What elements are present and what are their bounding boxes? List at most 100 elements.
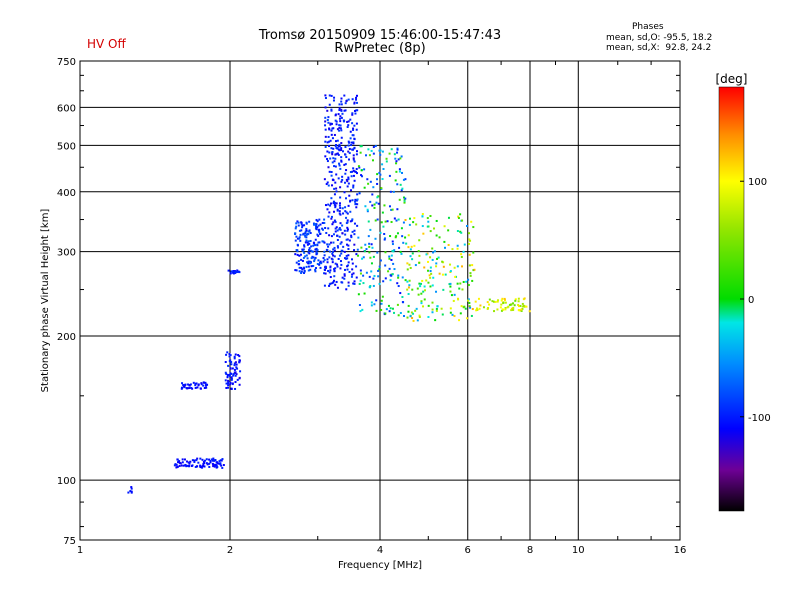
echo-point	[187, 461, 190, 464]
echo-point	[296, 250, 299, 253]
echo-point	[300, 270, 303, 273]
echo-point	[361, 257, 364, 260]
echo-point	[186, 464, 189, 467]
echo-point	[321, 240, 324, 243]
echo-point	[340, 142, 343, 145]
echo-point	[472, 251, 475, 254]
echo-point	[352, 154, 355, 157]
echo-point	[230, 377, 233, 380]
echo-point	[307, 240, 310, 243]
echo-point	[350, 189, 353, 192]
echo-point	[351, 98, 354, 101]
echo-point	[218, 460, 221, 463]
echo-point	[328, 234, 331, 237]
echo-point	[338, 145, 341, 148]
echo-point	[308, 220, 311, 223]
echo-point	[478, 307, 481, 310]
colorbar	[718, 86, 745, 512]
echo-point	[326, 141, 329, 144]
echo-point	[460, 255, 463, 258]
echo-point	[334, 114, 337, 117]
echo-point	[374, 237, 377, 240]
echo-point	[517, 303, 520, 306]
echo-point	[294, 227, 297, 230]
echo-point	[365, 154, 368, 157]
echo-point	[397, 285, 400, 288]
echo-point	[298, 237, 301, 240]
echo-point	[371, 193, 374, 196]
echo-point	[188, 387, 191, 390]
echo-point	[380, 221, 383, 224]
echo-point	[422, 305, 425, 308]
echo-point	[305, 233, 308, 236]
echo-point	[329, 204, 332, 207]
echo-point	[351, 122, 354, 125]
echo-point	[195, 459, 198, 462]
echo-point	[436, 305, 439, 308]
echo-point	[347, 120, 350, 123]
echo-point	[353, 233, 356, 236]
echo-point	[347, 140, 350, 143]
echo-point	[356, 150, 359, 153]
echo-point	[379, 149, 382, 152]
echo-point	[409, 266, 412, 269]
echo-point	[327, 121, 330, 124]
echo-point	[380, 187, 383, 190]
echo-point	[327, 269, 330, 272]
echo-point	[327, 135, 330, 138]
echo-point	[361, 308, 364, 311]
echo-point	[214, 463, 217, 466]
x-tick-label: 2	[227, 545, 233, 556]
echo-point	[339, 206, 342, 209]
echo-point	[443, 240, 446, 243]
echo-point	[369, 228, 372, 231]
echo-point	[129, 490, 132, 493]
echo-point	[406, 288, 409, 291]
echo-point	[317, 229, 320, 232]
echo-point	[451, 313, 454, 316]
echo-point	[230, 361, 233, 364]
echo-point	[321, 227, 324, 230]
echo-point	[339, 196, 342, 199]
echo-point	[317, 224, 320, 227]
echo-point	[418, 261, 421, 264]
echo-point	[319, 266, 322, 269]
echo-point	[297, 263, 300, 266]
echo-point	[409, 248, 412, 251]
echo-point	[340, 160, 343, 163]
echo-point	[427, 220, 430, 223]
echo-point	[462, 306, 465, 309]
echo-point	[471, 279, 474, 282]
echo-point	[380, 302, 383, 305]
echo-point	[298, 229, 301, 232]
echo-point	[181, 461, 184, 464]
echo-point	[416, 287, 419, 290]
echo-point	[381, 150, 384, 153]
echo-point	[188, 384, 191, 387]
echo-point	[402, 221, 405, 224]
echo-point	[468, 264, 471, 267]
echo-point	[399, 157, 402, 160]
echo-point	[431, 284, 434, 287]
echo-point	[397, 314, 400, 317]
echo-point	[346, 219, 349, 222]
echo-point	[227, 382, 230, 385]
echo-point	[341, 175, 344, 178]
echo-point	[225, 382, 228, 385]
echo-point	[335, 226, 338, 229]
echo-point	[336, 229, 339, 232]
echo-point	[456, 265, 459, 268]
echo-point	[192, 381, 195, 384]
echo-point	[510, 303, 513, 306]
echo-point	[420, 302, 423, 305]
echo-point	[399, 311, 402, 314]
echo-point	[370, 262, 373, 265]
echo-point	[468, 301, 471, 304]
echo-point	[426, 225, 429, 228]
echo-point	[468, 305, 471, 308]
echo-point	[222, 464, 225, 467]
echo-point	[326, 249, 329, 252]
echo-point	[228, 375, 231, 378]
echo-point	[211, 459, 214, 462]
echo-point	[395, 170, 398, 173]
